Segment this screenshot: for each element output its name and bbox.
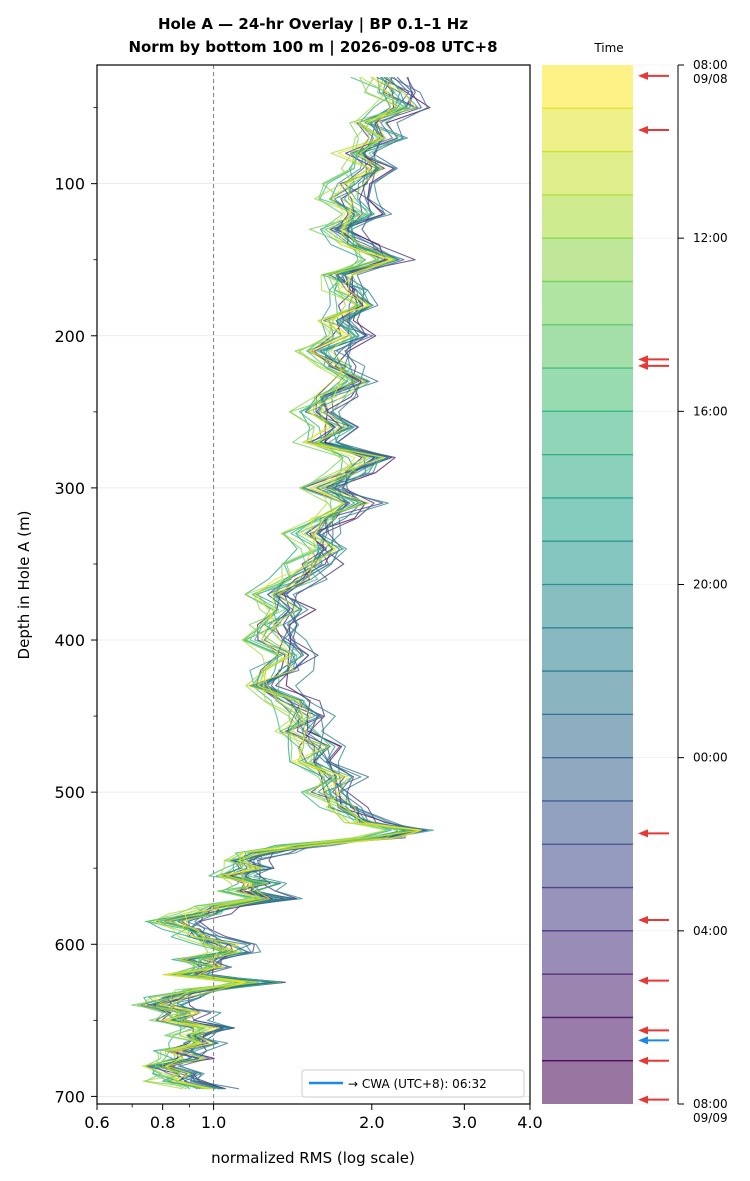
colorbar-bin bbox=[542, 714, 633, 758]
colorbar-bin bbox=[542, 800, 633, 845]
colorbar-bin bbox=[542, 108, 633, 152]
event-arrow-head bbox=[638, 829, 648, 838]
event-arrow-head bbox=[638, 71, 648, 80]
colorbar-bin bbox=[542, 887, 633, 931]
profile-line bbox=[131, 76, 417, 1090]
event-arrow-head bbox=[638, 125, 648, 134]
grid-layer bbox=[97, 183, 530, 1097]
colorbar-bin bbox=[542, 194, 633, 239]
chart-title-line1: Hole A — 24-hr Overlay | BP 0.1–1 Hz bbox=[158, 15, 468, 34]
cwa-arrow-head bbox=[638, 1036, 648, 1045]
colorbar-bin bbox=[542, 65, 633, 109]
chart-title-line2: Norm by bottom 100 m | 2026-09-08 UTC+8 bbox=[128, 38, 497, 57]
colorbar-bin bbox=[542, 454, 633, 498]
x-tick-label: 1.0 bbox=[201, 1113, 226, 1132]
time-tick-label: 08:00 bbox=[693, 1097, 728, 1111]
x-tick-label: 4.0 bbox=[517, 1113, 542, 1132]
time-tick-label: 12:00 bbox=[693, 231, 728, 245]
event-arrow-head bbox=[638, 976, 648, 985]
colorbar-bin bbox=[542, 541, 633, 585]
colorbar-bin bbox=[542, 281, 633, 325]
legend: → CWA (UTC+8): 06:32 bbox=[301, 1069, 525, 1098]
colorbar-bin bbox=[542, 238, 633, 282]
y-axis: 100 200 300 400 500 600 700 bbox=[54, 107, 97, 1106]
x-axis-label: normalized RMS (log scale) bbox=[211, 1149, 415, 1167]
profile-line bbox=[161, 76, 422, 1090]
colorbar-bin bbox=[542, 974, 633, 1018]
x-tick-label: 3.0 bbox=[452, 1113, 477, 1132]
colorbar-bin bbox=[542, 151, 633, 195]
colorbar-bin bbox=[542, 368, 633, 412]
legend-label: → CWA (UTC+8): 06:32 bbox=[348, 1077, 487, 1091]
x-tick-label: 0.8 bbox=[150, 1113, 175, 1132]
plot-frame bbox=[96, 64, 531, 1105]
event-arrow-head bbox=[638, 916, 648, 925]
profile-line bbox=[165, 76, 409, 1090]
profile-line bbox=[141, 77, 422, 1090]
event-arrows bbox=[638, 71, 669, 1104]
time-tick-date: 09/09 bbox=[693, 1111, 728, 1125]
colorbar-bin bbox=[542, 411, 633, 455]
x-axis: 0.6 0.8 1.0 2.0 3.0 4.0 bbox=[84, 1104, 543, 1132]
event-arrow-head bbox=[638, 1056, 648, 1065]
time-tick-label: 16:00 bbox=[693, 404, 728, 418]
colorbar-bin bbox=[542, 844, 633, 888]
series-layer bbox=[131, 76, 434, 1090]
event-arrow-head bbox=[638, 361, 648, 370]
y-tick-label: 300 bbox=[54, 479, 85, 498]
colorbar-bin bbox=[542, 1060, 633, 1104]
colorbar-bin bbox=[542, 1017, 633, 1061]
colorbar-bin bbox=[542, 627, 633, 672]
x-tick-label: 0.6 bbox=[84, 1113, 109, 1132]
time-tick-label: 04:00 bbox=[693, 924, 728, 938]
colorbar-bin bbox=[542, 324, 633, 369]
y-tick-label: 500 bbox=[54, 783, 85, 802]
event-arrow-head bbox=[638, 1026, 648, 1035]
time-tick-label: 00:00 bbox=[693, 751, 728, 765]
colorbar-bin bbox=[542, 497, 633, 542]
time-tick-label: 08:00 bbox=[693, 58, 728, 72]
y-tick-label: 600 bbox=[54, 935, 85, 954]
colorbar-bin bbox=[542, 930, 633, 975]
y-axis-label: Depth in Hole A (m) bbox=[15, 511, 33, 660]
x-tick-label: 2.0 bbox=[359, 1113, 384, 1132]
legend-box bbox=[301, 1069, 525, 1098]
time-tick-label: 20:00 bbox=[693, 578, 728, 592]
time-tick-date: 09/08 bbox=[693, 72, 728, 86]
profile-line bbox=[151, 77, 434, 1090]
colorbar-bin bbox=[542, 671, 633, 715]
colorbar-bin bbox=[542, 757, 633, 801]
colorbar-time-axis: 08:0009/0812:0016:0020:0000:0004:0008:00… bbox=[677, 58, 728, 1125]
y-tick-label: 100 bbox=[54, 175, 85, 194]
profile-line bbox=[137, 76, 408, 1090]
y-tick-label: 200 bbox=[54, 327, 85, 346]
colorbar bbox=[542, 64, 678, 1105]
colorbar-bin bbox=[542, 584, 633, 628]
event-arrow-head bbox=[638, 1095, 648, 1104]
colorbar-label: Time bbox=[593, 41, 623, 55]
event-arrow-head bbox=[638, 355, 648, 364]
y-tick-label: 400 bbox=[54, 631, 85, 650]
y-tick-label: 700 bbox=[54, 1087, 85, 1106]
profile-line bbox=[165, 76, 414, 1090]
